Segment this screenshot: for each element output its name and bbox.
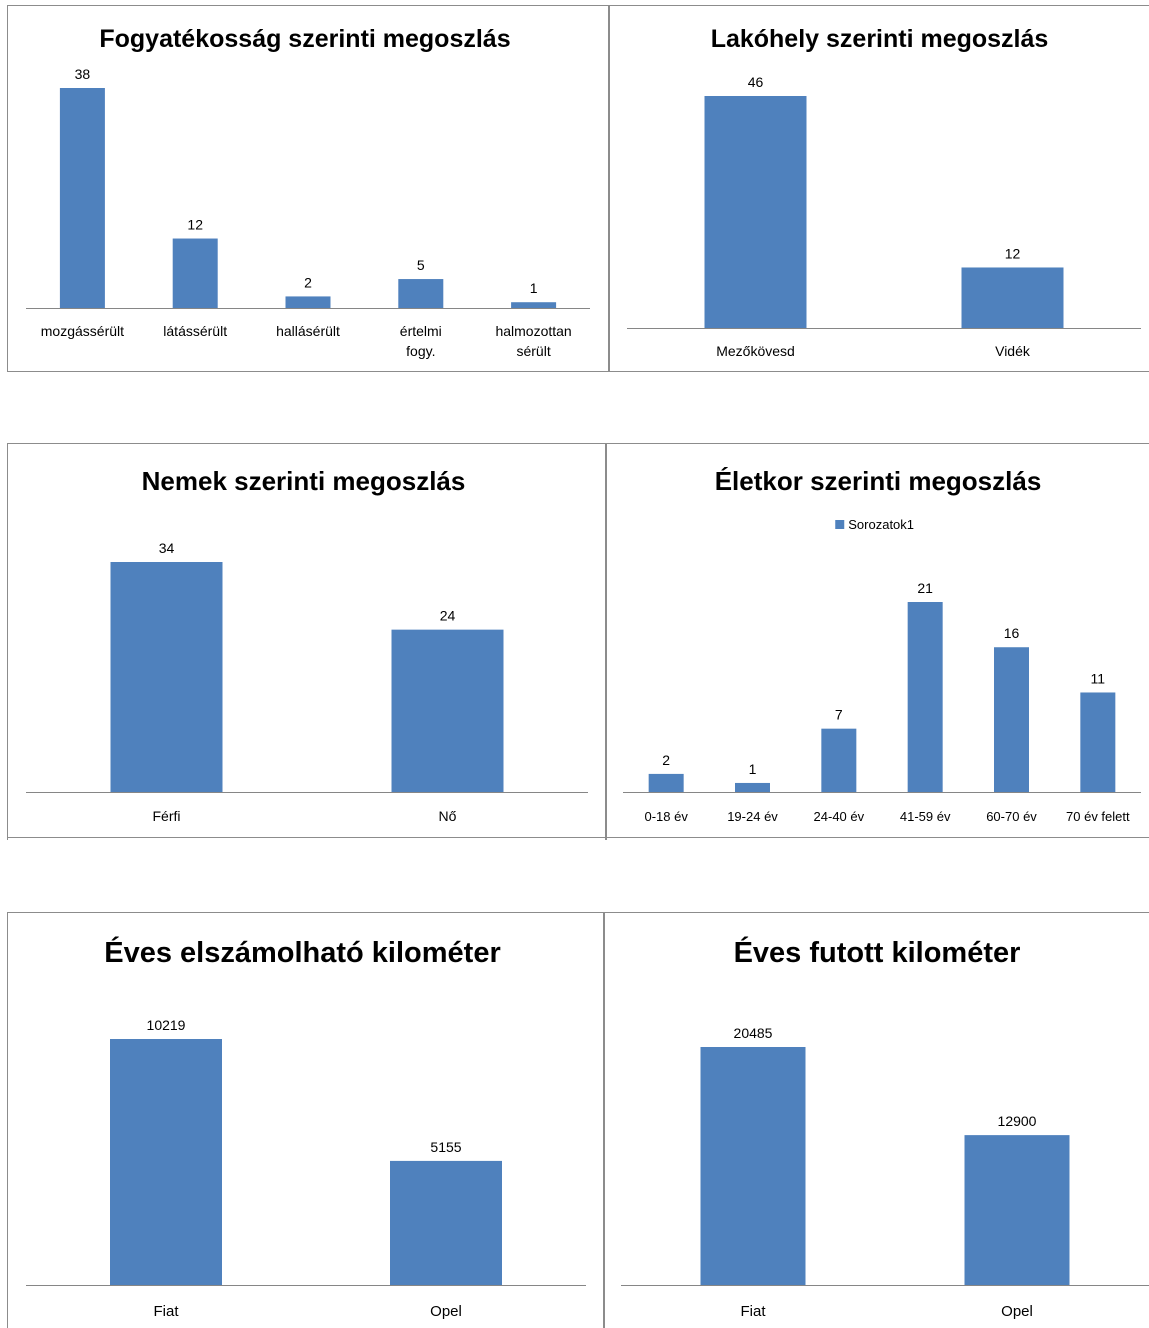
- category-label: mozgássérült: [41, 323, 124, 339]
- bar: [994, 647, 1029, 792]
- bar: [735, 782, 770, 792]
- bar: [110, 562, 223, 792]
- chart-title: Életkor szerinti megoszlás: [715, 466, 1042, 496]
- chart-border-top: [7, 443, 607, 444]
- bar: [821, 728, 857, 792]
- data-label: 20485: [734, 1025, 773, 1041]
- chart-title: Fogyatékosság szerinti megoszlás: [99, 25, 510, 53]
- category-label: 19-24 év: [727, 809, 778, 824]
- chart-border-top: [607, 443, 1149, 444]
- data-label: 12: [1005, 245, 1021, 261]
- category-label: 24-40 év: [814, 809, 865, 824]
- bar: [390, 1160, 502, 1285]
- data-label: 10219: [147, 1017, 186, 1033]
- chart-svg: Életkor szerinti megoszlás Sorozatok1 2 0-1…: [623, 466, 1141, 824]
- data-label: 38: [75, 66, 91, 82]
- bar: [907, 602, 943, 792]
- category-label: halmozottan sérült: [495, 323, 571, 359]
- bar: [285, 296, 331, 308]
- category-label: Opel: [1001, 1303, 1033, 1320]
- category-label: hallásérült: [276, 323, 340, 339]
- chart-border-left: [7, 5, 8, 372]
- chart-border-top: [610, 5, 1149, 6]
- chart-border-right: [603, 912, 605, 1328]
- bar: [964, 1135, 1070, 1285]
- chart-svg: Nemek szerinti megoszlás 34 Férfi 24 Nő: [26, 466, 588, 824]
- chart-border-left: [7, 912, 8, 1328]
- chart-title: Éves futott kilométer: [734, 935, 1021, 969]
- chart-border-bottom: [610, 371, 1149, 372]
- legend-swatch: [835, 520, 845, 529]
- data-label: 11: [1091, 670, 1106, 686]
- chart-residence-distribution: Lakóhely szerinti megoszlás 46 Mezőkövesd 1…: [610, 0, 1149, 375]
- category-label: Vidék: [995, 343, 1031, 359]
- chart-age-distribution: Életkor szerinti megoszlás Sorozatok1 2 0-1…: [607, 443, 1149, 840]
- chart-svg: Lakóhely szerinti megoszlás 46 Mezőkövesd 1…: [627, 25, 1141, 359]
- bar: [1080, 692, 1116, 792]
- category-label: 0-18 év: [644, 809, 688, 824]
- category-label: Fiat: [153, 1303, 179, 1320]
- chart-border-left: [7, 443, 8, 840]
- data-label: 2: [662, 752, 670, 768]
- chart-border-top: [605, 912, 1149, 913]
- data-label: 16: [1004, 625, 1020, 641]
- data-label: 5: [417, 257, 425, 273]
- bar: [110, 1039, 222, 1285]
- category-label: 41-59 év: [900, 809, 951, 824]
- data-label: 46: [748, 74, 764, 90]
- chart-border-top: [7, 912, 605, 913]
- data-label: 5155: [430, 1139, 461, 1155]
- category-label: látássérült: [163, 323, 227, 339]
- category-label: Nő: [439, 808, 457, 824]
- chart-title: Lakóhely szerinti megoszlás: [711, 25, 1049, 53]
- data-label: 1: [749, 761, 757, 777]
- category-label: Férfi: [153, 808, 181, 824]
- chart-svg: Éves elszámolható kilométer 10219 Fiat 5155…: [26, 935, 586, 1320]
- category-label: Opel: [430, 1303, 462, 1320]
- data-label: 12900: [998, 1113, 1037, 1129]
- chart-svg: Éves futott kilométer 20485 Fiat 12900 Opel: [621, 935, 1149, 1320]
- chart-svg: Fogyatékosság szerinti megoszlás 38 mozgás…: [26, 25, 590, 359]
- bar: [398, 279, 444, 308]
- bar: [700, 1047, 806, 1285]
- chart-border-bottom: [7, 371, 608, 372]
- bar: [704, 96, 807, 328]
- data-label: 1: [530, 280, 538, 296]
- chart-billable-km: Éves elszámolható kilométer 10219 Fiat 5155…: [0, 912, 605, 1328]
- bar: [961, 267, 1064, 328]
- data-label: 34: [159, 540, 175, 556]
- bar: [391, 629, 504, 792]
- chart-driven-km: Éves futott kilométer 20485 Fiat 12900 Opel: [605, 912, 1149, 1328]
- category-label: 70 év felett: [1066, 809, 1130, 824]
- legend-label: Sorozatok1: [848, 517, 914, 532]
- data-label: 2: [304, 274, 312, 290]
- bar: [511, 302, 557, 308]
- chart-border-right: [608, 5, 610, 372]
- chart-border-bottom: [607, 837, 1149, 838]
- data-label: 12: [187, 217, 203, 233]
- bar: [172, 238, 218, 308]
- data-label: 7: [835, 707, 843, 723]
- category-label: Mezőkövesd: [716, 343, 795, 359]
- chart-border-right: [605, 443, 607, 840]
- chart-disability-distribution: Fogyatékosság szerinti megoszlás 38 mozgás…: [0, 0, 610, 375]
- bar: [59, 88, 105, 308]
- chart-title: Nemek szerinti megoszlás: [142, 466, 466, 496]
- chart-gender-distribution: Nemek szerinti megoszlás 34 Férfi 24 Nő: [0, 443, 607, 840]
- category-label: 60-70 év: [986, 809, 1037, 824]
- data-label: 21: [917, 580, 933, 596]
- chart-border-top: [7, 5, 608, 6]
- data-label: 24: [440, 608, 456, 624]
- category-label: értelmi fogy.: [400, 323, 442, 359]
- bar: [648, 773, 684, 792]
- chart-title: Éves elszámolható kilométer: [104, 935, 501, 969]
- category-label: Fiat: [740, 1303, 766, 1320]
- chart-border-bottom: [7, 837, 607, 838]
